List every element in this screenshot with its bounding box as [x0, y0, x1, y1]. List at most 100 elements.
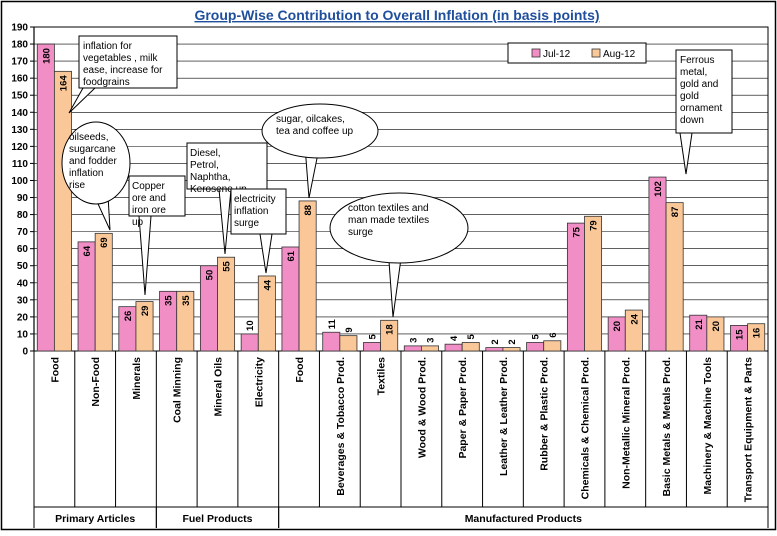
annotations-layer: inflation for vegetables , milk ease, incr…: [61, 35, 733, 318]
x-tick-label: Transport Equipment & Parts: [743, 357, 755, 502]
data-label: 102: [653, 181, 664, 197]
callout-text: Diesel, Petrol, Naphtha, Kerosene up: [190, 148, 247, 195]
callout-text: inflation for vegetables , milk ease, incr…: [83, 41, 163, 88]
data-label: 79: [589, 220, 600, 231]
y-tick-label: 0: [22, 347, 28, 358]
data-label: 18: [385, 324, 396, 335]
y-tick-label: 180: [11, 40, 28, 51]
y-tick-label: 120: [11, 142, 28, 153]
data-label: 3: [408, 338, 419, 343]
bar-aug-12: [543, 340, 562, 352]
x-tick-label: Chemicals & Chemical Prod.: [580, 357, 592, 499]
callout-text: cotton textiles and man made textiles surg…: [348, 203, 429, 238]
data-label: 15: [735, 329, 746, 340]
bar-aug-12: [94, 232, 113, 352]
x-tick-label: Textiles: [376, 357, 388, 395]
y-tick-label: 190: [11, 23, 28, 34]
y-tick-label: 90: [17, 193, 29, 204]
bar-aug-12: [176, 290, 195, 352]
legend-box: [507, 42, 647, 64]
bar-jul-12: [36, 43, 55, 352]
bar-aug-12: [217, 256, 236, 352]
bar-aug-12: [584, 215, 603, 352]
y-tick-label: 40: [17, 278, 29, 289]
data-label: 64: [82, 245, 93, 256]
chart-title: Group-Wise Contribution to Overall Infla…: [194, 7, 599, 23]
bar-aug-12: [665, 202, 684, 352]
data-label: 180: [41, 48, 52, 64]
y-tick-label: 160: [11, 74, 28, 85]
group-label: Fuel Products: [182, 513, 252, 525]
bar-aug-12: [135, 301, 154, 352]
bar-jul-12: [240, 333, 259, 352]
data-label: 21: [694, 318, 705, 329]
data-label: 11: [327, 318, 338, 329]
y-tick-label: 10: [17, 329, 29, 340]
callout-text: oilseeds, sugarcane and fodder inflation ris…: [69, 132, 117, 191]
data-label: 5: [531, 333, 542, 339]
data-label: 4: [449, 335, 460, 341]
x-tick-label: Electricity: [253, 357, 265, 407]
x-tick-label: Wood & Wood Prod.: [416, 357, 428, 458]
y-tick-label: 20: [17, 312, 29, 323]
bar-aug-12: [747, 323, 766, 352]
bar-jul-12: [77, 241, 96, 352]
legend-swatch: [531, 48, 541, 58]
x-tick-label: Food: [294, 357, 306, 383]
bar-aug-12: [380, 319, 399, 352]
bar-aug-12: [624, 309, 643, 352]
callout-box: [675, 49, 733, 134]
bar-jul-12: [403, 345, 422, 352]
data-label: 29: [140, 306, 151, 317]
data-label: 2: [507, 339, 518, 344]
data-label: 75: [571, 226, 582, 237]
annotation-callout: oilseeds, sugarcane and fodder inflation ris…: [61, 121, 131, 231]
y-tick-label: 150: [11, 91, 28, 102]
data-label: 50: [204, 270, 215, 281]
data-label: 164: [58, 75, 69, 92]
bar-aug-12: [298, 200, 317, 352]
x-tick-label: Coal Minning: [172, 357, 184, 423]
x-tick-label: Beverages & Tobacco Prod.: [335, 357, 347, 496]
callout-text: electricity inflation surge: [234, 194, 276, 229]
bar-jul-12: [566, 222, 585, 352]
x-tick-label: Non-Metallic Mineral Prod.: [620, 357, 632, 489]
legend-label: Jul-12: [543, 49, 571, 60]
bar-aug-12: [461, 342, 480, 352]
y-tick-label: 80: [17, 210, 29, 221]
data-label: 61: [286, 250, 297, 261]
data-label: 5: [368, 333, 379, 339]
annotation-callout: Copper ore and iron ore up: [128, 175, 186, 296]
data-label: 20: [612, 321, 623, 332]
x-tick-label: Rubber & Plastic Prod.: [539, 357, 551, 471]
bar-jul-12: [322, 331, 341, 352]
group-axis: Primary Articles Fuel Products Manufacture…: [33, 507, 769, 528]
y-axis: 0 10 20 30 40 50 60 70 80 90 100 110 120 130 140 150 160…: [11, 23, 35, 358]
bar-aug-12: [706, 316, 725, 352]
annotation-callout: cotton textiles and man made textiles surg…: [329, 192, 469, 318]
data-label: 35: [181, 295, 192, 306]
data-label: 5: [466, 333, 477, 339]
y-tick-label: 50: [17, 261, 29, 272]
bar-jul-12: [444, 343, 463, 352]
data-label: 10: [245, 320, 256, 331]
data-label: 2: [490, 339, 501, 344]
group-label: Manufactured Products: [465, 513, 582, 525]
x-tick-label: Leather & Leather Prod.: [498, 357, 510, 476]
annotation-callout: Ferrous metal, gold and gold ornament down: [675, 49, 733, 175]
bar-jul-12: [281, 246, 300, 352]
group-label: Primary Articles: [55, 513, 135, 525]
data-label: 87: [670, 207, 681, 218]
legend-swatch: [591, 48, 601, 58]
callout-bubble: [261, 103, 379, 159]
bar-jul-12: [363, 342, 382, 352]
callout-text: Ferrous metal, gold and gold ornament down: [680, 55, 722, 126]
bar-aug-12: [420, 345, 439, 352]
data-label: 16: [752, 328, 763, 339]
data-label: 20: [711, 321, 722, 332]
y-tick-label: 170: [11, 57, 28, 68]
legend-label: Aug-12: [603, 49, 636, 60]
